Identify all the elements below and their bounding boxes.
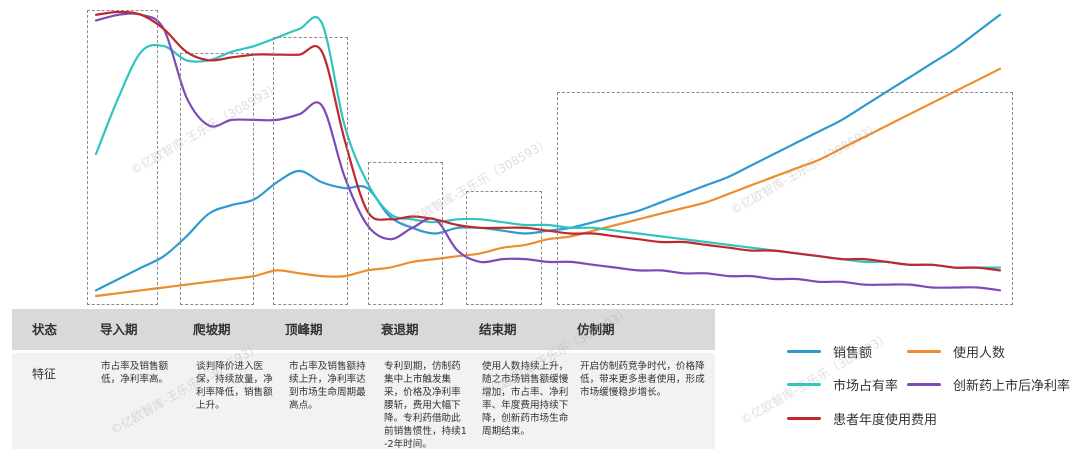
series-line-margin [94, 12, 1002, 292]
stage-box-decline [368, 162, 443, 305]
desc-intro: 市占率及销售额低，净利率高。 [101, 361, 169, 385]
table-header-intro: 导入期 [100, 322, 138, 337]
table-header-peak: 顶峰期 [285, 322, 323, 337]
table-feature-row: 特征 市占率及销售额低，净利率高。 谈判降价进入医保，持续放量，净利率降低，销售… [12, 353, 715, 450]
stage-table: 状态 导入期 爬坡期 顶峰期 衰退期 结束期 仿制期 特征 市占率及销售额低，净… [12, 309, 715, 450]
series-line-cost [94, 10, 1002, 272]
table-header-decline: 衰退期 [381, 322, 419, 337]
table-header-end: 结束期 [479, 322, 517, 337]
desc-decline: 专利到期，仿制药集中上市触发集采，价格及净利率腰斩，费用大幅下降。专利药借助此前… [384, 361, 467, 450]
table-row-label: 特征 [32, 367, 57, 381]
stage-box-generic [557, 92, 1013, 305]
table-header-generic: 仿制期 [577, 322, 615, 337]
desc-climb: 谈判降价进入医保，持续放量，净利率降低，销售额上升。 [196, 361, 273, 411]
stage-box-end [466, 191, 542, 305]
desc-peak: 市占率及销售额持续上升，净利率达到市场生命周期最高点。 [289, 361, 366, 411]
stage-box-intro [87, 10, 158, 305]
table-header-status: 状态 [32, 322, 58, 337]
desc-generic: 开启仿制药竞争时代，价格降低，带来更多患者使用，形成市场缓慢稳步增长。 [580, 361, 705, 398]
table-header-row: 状态 导入期 爬坡期 顶峰期 衰退期 结束期 仿制期 [12, 309, 715, 350]
stage-box-peak [273, 37, 348, 305]
series-line-users [94, 67, 1002, 298]
table-header-climb: 爬坡期 [193, 322, 231, 337]
stage-box-climb [180, 53, 254, 305]
desc-end: 使用人数持续上升，随之市场销售额缓慢增加，市占率、净利率、年度费用持续下降，创新… [482, 361, 569, 437]
